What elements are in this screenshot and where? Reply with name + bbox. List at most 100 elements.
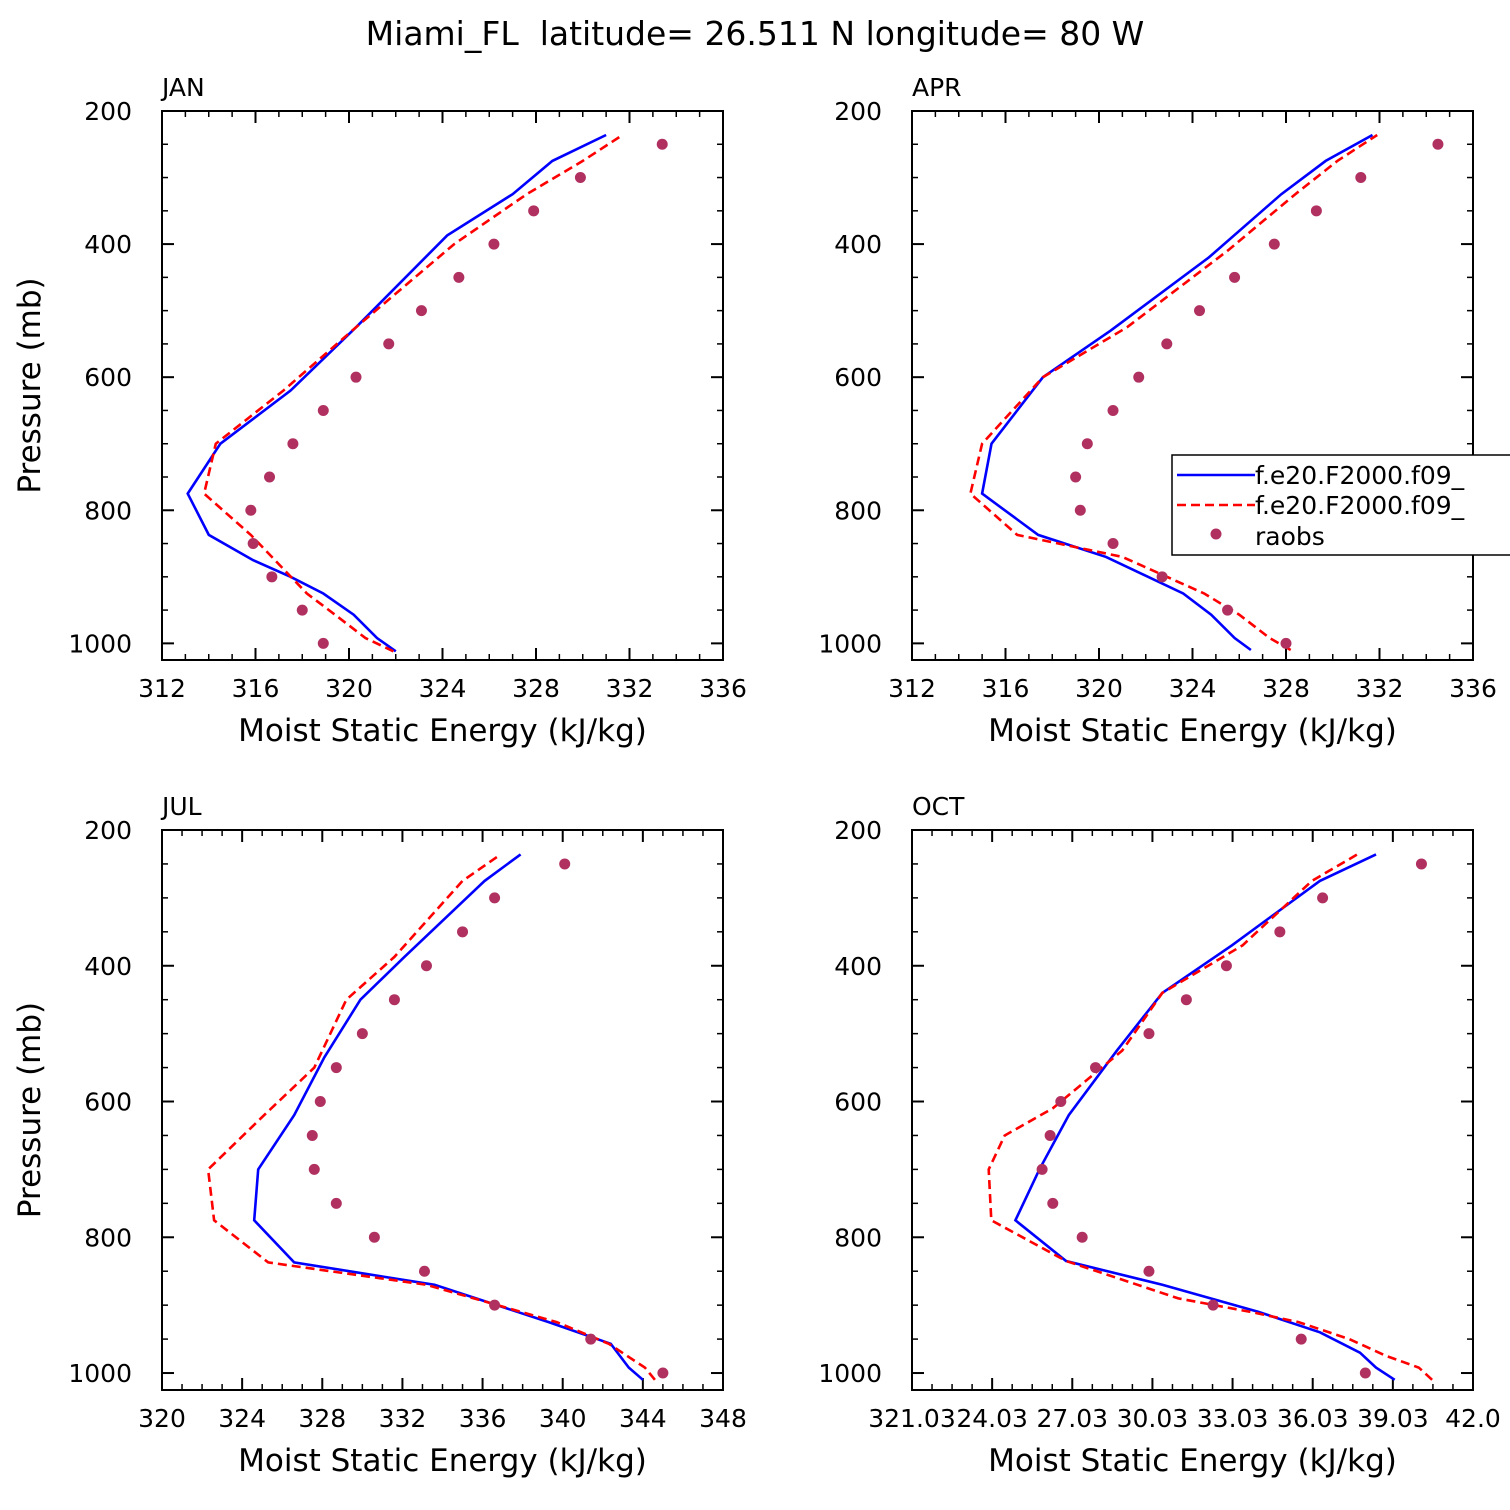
raobs-point bbox=[657, 1367, 669, 1379]
x-tick-label: 321.03 bbox=[868, 1404, 955, 1433]
model-line-solid bbox=[186, 133, 607, 653]
raobs-point bbox=[1107, 404, 1119, 416]
model-line-dashed bbox=[202, 133, 624, 653]
y-tick-label: 200 bbox=[84, 97, 132, 126]
raobs-point bbox=[314, 1096, 326, 1108]
y-tick-label: 800 bbox=[84, 496, 132, 525]
raobs-point bbox=[1143, 1265, 1155, 1277]
raobs-point bbox=[317, 637, 329, 649]
raobs-point bbox=[1047, 1197, 1059, 1209]
x-tick-label: 324 bbox=[419, 674, 467, 703]
x-tick-label: 328 bbox=[1262, 674, 1310, 703]
raobs-point bbox=[1229, 271, 1241, 283]
panel-label: JAN bbox=[160, 73, 205, 102]
y-tick-label: 600 bbox=[834, 363, 882, 392]
raobs-point bbox=[1359, 1367, 1371, 1379]
raobs-point bbox=[1143, 1028, 1155, 1040]
x-tick-label: 324 bbox=[1169, 674, 1217, 703]
y-tick-label: 600 bbox=[84, 1088, 132, 1117]
raobs-point bbox=[330, 1062, 342, 1074]
raobs-point bbox=[528, 205, 540, 217]
y-tick-label: 1000 bbox=[818, 629, 882, 658]
x-tick-label: 336 bbox=[699, 674, 747, 703]
x-tick-label: 332 bbox=[606, 674, 654, 703]
model-line-solid bbox=[252, 853, 644, 1381]
raobs-point bbox=[1133, 371, 1145, 383]
raobs-point bbox=[457, 926, 469, 938]
raobs-point bbox=[1107, 538, 1119, 550]
raobs-point bbox=[489, 892, 501, 904]
raobs-point bbox=[1090, 1062, 1102, 1074]
x-tick-label: 336 bbox=[1449, 674, 1497, 703]
x-tick-label: 324 bbox=[218, 1404, 266, 1433]
raobs-point bbox=[1194, 305, 1206, 317]
raobs-point bbox=[245, 504, 257, 516]
raobs-point bbox=[1432, 138, 1444, 150]
x-tick-label: 328 bbox=[298, 1404, 346, 1433]
model-line-solid bbox=[1013, 853, 1396, 1381]
x-tick-label: 36.03 bbox=[1277, 1404, 1349, 1433]
y-tick-label: 800 bbox=[84, 1223, 132, 1252]
series-layer bbox=[968, 133, 1444, 652]
x-tick-label: 340 bbox=[539, 1404, 587, 1433]
raobs-point bbox=[308, 1163, 320, 1175]
y-tick-label: 600 bbox=[834, 1088, 882, 1117]
raobs-point bbox=[350, 371, 362, 383]
legend-label: f.e20.F2000.f09_ bbox=[1255, 461, 1465, 490]
raobs-point bbox=[1161, 338, 1173, 350]
panel-jul: JUL 320 324 328 332 336 340 344 348 200 400 600 800 1… bbox=[12, 792, 747, 1479]
x-tick-label: 320 bbox=[138, 1404, 186, 1433]
panel-oct: OCT 321.03 24.03 27.03 30.03 33.03 36.03 39.03 4… bbox=[818, 792, 1500, 1479]
raobs-point bbox=[1076, 1231, 1088, 1243]
y-tick-label: 400 bbox=[84, 230, 132, 259]
y-tick-label: 200 bbox=[834, 97, 882, 126]
raobs-point bbox=[420, 960, 432, 972]
raobs-point bbox=[1415, 858, 1427, 870]
raobs-point bbox=[453, 271, 465, 283]
x-tick-label: 344 bbox=[619, 1404, 667, 1433]
x-tick-label: 328 bbox=[512, 674, 560, 703]
raobs-point bbox=[317, 404, 329, 416]
raobs-point bbox=[1295, 1333, 1307, 1345]
y-tick-label: 200 bbox=[84, 816, 132, 845]
raobs-point bbox=[1280, 637, 1292, 649]
raobs-point bbox=[306, 1129, 318, 1141]
raobs-point bbox=[1355, 172, 1367, 184]
x-tick-label: 33.03 bbox=[1197, 1404, 1269, 1433]
raobs-point bbox=[1074, 504, 1086, 516]
raobs-point bbox=[1274, 926, 1286, 938]
x-axis-title: Moist Static Energy (kJ/kg) bbox=[238, 713, 647, 749]
legend-box bbox=[1171, 454, 1510, 556]
series-layer bbox=[206, 853, 669, 1381]
y-tick-label: 800 bbox=[834, 496, 882, 525]
x-axis-title: Moist Static Energy (kJ/kg) bbox=[988, 1443, 1397, 1479]
legend: f.e20.F2000.f09_f.e20.F2000.f09_raobs bbox=[1171, 454, 1510, 556]
y-tick-label: 400 bbox=[834, 952, 882, 981]
raobs-point bbox=[574, 172, 586, 184]
y-tick-label: 400 bbox=[834, 230, 882, 259]
raobs-point bbox=[266, 571, 278, 583]
raobs-point bbox=[1036, 1163, 1048, 1175]
panel-label: OCT bbox=[912, 792, 965, 821]
x-tick-label: 27.03 bbox=[1036, 1404, 1108, 1433]
raobs-point bbox=[1180, 994, 1192, 1006]
raobs-point bbox=[1156, 571, 1168, 583]
y-tick-label: 1000 bbox=[68, 629, 132, 658]
raobs-point bbox=[1055, 1096, 1067, 1108]
raobs-point bbox=[418, 1265, 430, 1277]
y-tick-label: 1000 bbox=[68, 1359, 132, 1388]
x-tick-label: 316 bbox=[232, 674, 280, 703]
raobs-point bbox=[1268, 238, 1280, 250]
raobs-point bbox=[1044, 1129, 1056, 1141]
x-tick-label: 332 bbox=[1356, 674, 1404, 703]
raobs-point bbox=[264, 471, 276, 483]
raobs-point bbox=[330, 1197, 342, 1209]
panel-jan: JAN 312 316 320 324 328 332 336 200 400 600 800 1000… bbox=[12, 73, 747, 749]
panel-apr: APR 312 316 320 324 328 332 336 200 400 600 800 1000… bbox=[818, 73, 1496, 749]
panel-label: JUL bbox=[160, 792, 202, 821]
raobs-point bbox=[656, 138, 668, 150]
x-tick-label: 24.03 bbox=[956, 1404, 1028, 1433]
raobs-point bbox=[368, 1231, 380, 1243]
legend-label: f.e20.F2000.f09_ bbox=[1255, 491, 1465, 520]
